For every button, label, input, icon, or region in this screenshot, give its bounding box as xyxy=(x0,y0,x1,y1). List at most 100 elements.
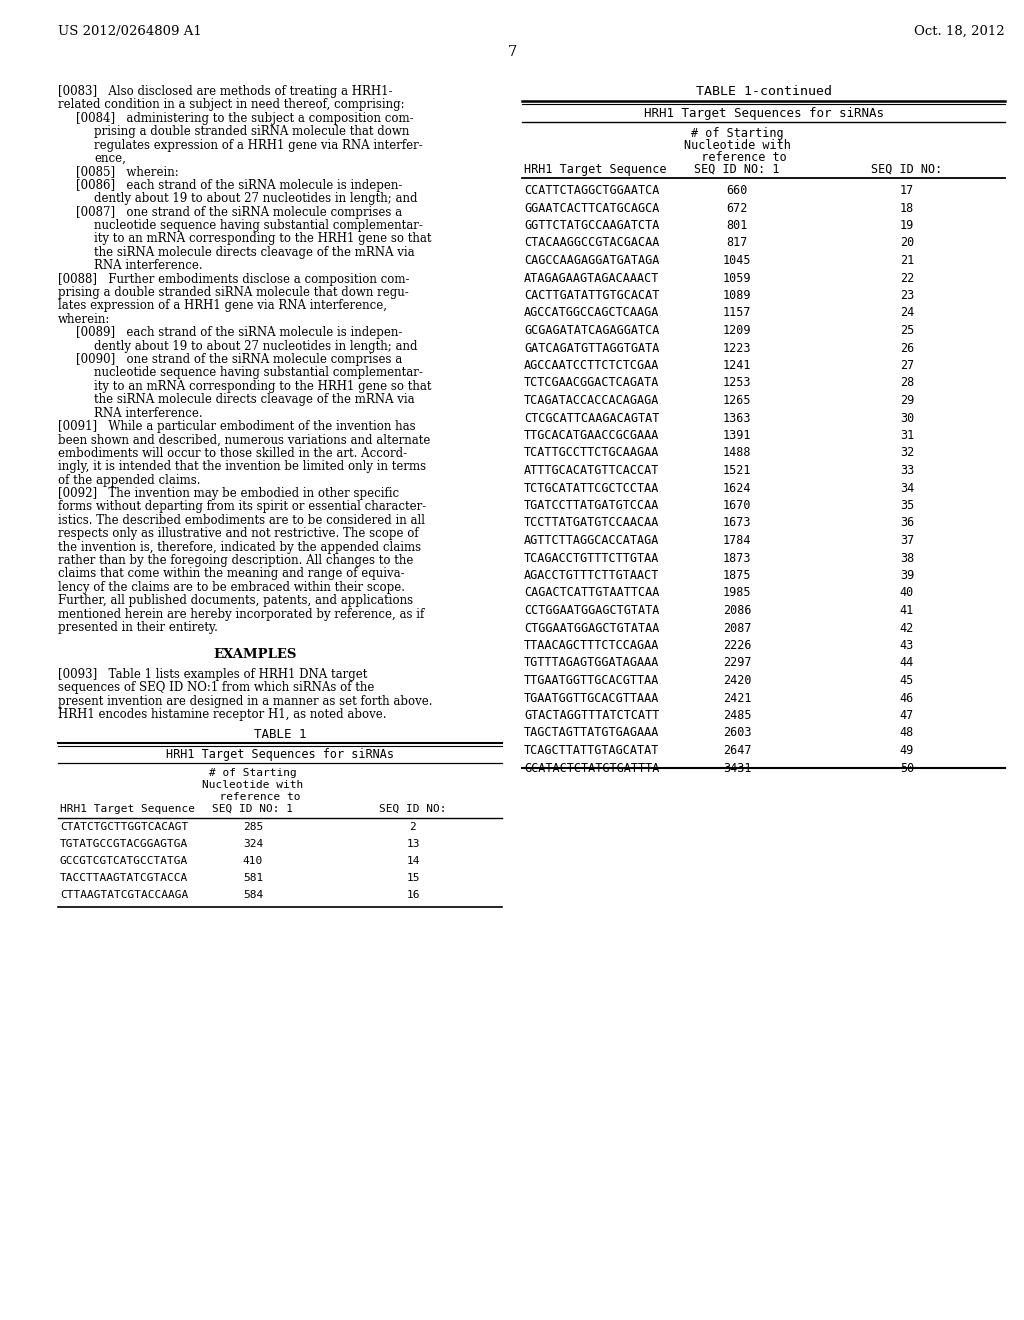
Text: 581: 581 xyxy=(243,874,263,883)
Text: 1241: 1241 xyxy=(723,359,752,372)
Text: [0085]   wherein:: [0085] wherein: xyxy=(76,165,179,178)
Text: 14: 14 xyxy=(407,857,420,866)
Text: HRH1 Target Sequence: HRH1 Target Sequence xyxy=(60,804,195,814)
Text: 41: 41 xyxy=(900,605,914,616)
Text: reference to: reference to xyxy=(687,150,786,164)
Text: AGCCATGGCCAGCTCAAGA: AGCCATGGCCAGCTCAAGA xyxy=(524,306,659,319)
Text: 30: 30 xyxy=(900,412,914,425)
Text: 1873: 1873 xyxy=(723,552,752,565)
Text: istics. The described embodiments are to be considered in all: istics. The described embodiments are to… xyxy=(58,513,425,527)
Text: CTTAAGTATCGTACCAAGA: CTTAAGTATCGTACCAAGA xyxy=(60,890,188,900)
Text: the siRNA molecule directs cleavage of the mRNA via: the siRNA molecule directs cleavage of t… xyxy=(94,246,415,259)
Text: 2: 2 xyxy=(410,822,417,832)
Text: 38: 38 xyxy=(900,552,914,565)
Text: Oct. 18, 2012: Oct. 18, 2012 xyxy=(914,25,1005,38)
Text: 47: 47 xyxy=(900,709,914,722)
Text: CTGGAATGGAGCTGTATAA: CTGGAATGGAGCTGTATAA xyxy=(524,622,659,635)
Text: 48: 48 xyxy=(900,726,914,739)
Text: 25: 25 xyxy=(900,323,914,337)
Text: dently about 19 to about 27 nucleotides in length; and: dently about 19 to about 27 nucleotides … xyxy=(94,193,418,205)
Text: 1363: 1363 xyxy=(723,412,752,425)
Text: 28: 28 xyxy=(900,376,914,389)
Text: of the appended claims.: of the appended claims. xyxy=(58,474,201,487)
Text: 36: 36 xyxy=(900,516,914,529)
Text: 13: 13 xyxy=(407,840,420,849)
Text: 22: 22 xyxy=(900,272,914,285)
Text: 1875: 1875 xyxy=(723,569,752,582)
Text: TCAGATACCACCACAGAGA: TCAGATACCACCACAGAGA xyxy=(524,393,659,407)
Text: prising a double stranded siRNA molecule that down: prising a double stranded siRNA molecule… xyxy=(94,125,410,139)
Text: claims that come within the meaning and range of equiva-: claims that come within the meaning and … xyxy=(58,568,404,581)
Text: 1391: 1391 xyxy=(723,429,752,442)
Text: CACTTGATATTGTGCACAT: CACTTGATATTGTGCACAT xyxy=(524,289,659,302)
Text: 801: 801 xyxy=(726,219,748,232)
Text: [0084]   administering to the subject a composition com-: [0084] administering to the subject a co… xyxy=(76,112,414,125)
Text: 1089: 1089 xyxy=(723,289,752,302)
Text: CCATTCTAGGCTGGAATCA: CCATTCTAGGCTGGAATCA xyxy=(524,183,659,197)
Text: TACCTTAAGTATCGTACCA: TACCTTAAGTATCGTACCA xyxy=(60,874,188,883)
Text: AGCCAATCCTTCTCTCGAA: AGCCAATCCTTCTCTCGAA xyxy=(524,359,659,372)
Text: GATCAGATGTTAGGTGATA: GATCAGATGTTAGGTGATA xyxy=(524,342,659,355)
Text: 410: 410 xyxy=(243,857,263,866)
Text: ATTTGCACATGTTCACCAT: ATTTGCACATGTTCACCAT xyxy=(524,465,659,477)
Text: 817: 817 xyxy=(726,236,748,249)
Text: embodiments will occur to those skilled in the art. Accord-: embodiments will occur to those skilled … xyxy=(58,446,408,459)
Text: 2485: 2485 xyxy=(723,709,752,722)
Text: lency of the claims are to be embraced within their scope.: lency of the claims are to be embraced w… xyxy=(58,581,406,594)
Text: 1673: 1673 xyxy=(723,516,752,529)
Text: HRH1 Target Sequence: HRH1 Target Sequence xyxy=(524,162,667,176)
Text: Nucleotide with: Nucleotide with xyxy=(203,780,304,791)
Text: HRH1 encodes histamine receptor H1, as noted above.: HRH1 encodes histamine receptor H1, as n… xyxy=(58,708,386,721)
Text: 32: 32 xyxy=(900,446,914,459)
Text: 2421: 2421 xyxy=(723,692,752,705)
Text: [0091]   While a particular embodiment of the invention has: [0091] While a particular embodiment of … xyxy=(58,420,416,433)
Text: TCAGCTTATTGTAGCATAT: TCAGCTTATTGTAGCATAT xyxy=(524,744,659,756)
Text: 1209: 1209 xyxy=(723,323,752,337)
Text: SEQ ID NO:: SEQ ID NO: xyxy=(871,162,943,176)
Text: rather than by the foregoing description. All changes to the: rather than by the foregoing description… xyxy=(58,554,414,568)
Text: GGAATCACTTCATGCAGCA: GGAATCACTTCATGCAGCA xyxy=(524,202,659,214)
Text: 3431: 3431 xyxy=(723,762,752,775)
Text: 2087: 2087 xyxy=(723,622,752,635)
Text: [0092]   The invention may be embodied in other specific: [0092] The invention may be embodied in … xyxy=(58,487,399,500)
Text: nucleotide sequence having substantial complementar-: nucleotide sequence having substantial c… xyxy=(94,367,423,379)
Text: [0090]   one strand of the siRNA molecule comprises a: [0090] one strand of the siRNA molecule … xyxy=(76,352,402,366)
Text: 34: 34 xyxy=(900,482,914,495)
Text: Nucleotide with: Nucleotide with xyxy=(684,139,791,152)
Text: ence,: ence, xyxy=(94,152,126,165)
Text: 35: 35 xyxy=(900,499,914,512)
Text: 49: 49 xyxy=(900,744,914,756)
Text: [0093]   Table 1 lists examples of HRH1 DNA target: [0093] Table 1 lists examples of HRH1 DN… xyxy=(58,668,368,681)
Text: 1157: 1157 xyxy=(723,306,752,319)
Text: TAGCTAGTTATGTGAGAAA: TAGCTAGTTATGTGAGAAA xyxy=(524,726,659,739)
Text: 21: 21 xyxy=(900,253,914,267)
Text: 15: 15 xyxy=(407,874,420,883)
Text: ity to an mRNA corresponding to the HRH1 gene so that: ity to an mRNA corresponding to the HRH1… xyxy=(94,232,431,246)
Text: ingly, it is intended that the invention be limited only in terms: ingly, it is intended that the invention… xyxy=(58,461,426,473)
Text: the invention is, therefore, indicated by the appended claims: the invention is, therefore, indicated b… xyxy=(58,541,421,553)
Text: TTGAATGGTTGCACGTTAA: TTGAATGGTTGCACGTTAA xyxy=(524,675,659,686)
Text: 39: 39 xyxy=(900,569,914,582)
Text: present invention are designed in a manner as set forth above.: present invention are designed in a mann… xyxy=(58,694,432,708)
Text: related condition in a subject in need thereof, comprising:: related condition in a subject in need t… xyxy=(58,99,404,111)
Text: Further, all published documents, patents, and applications: Further, all published documents, patent… xyxy=(58,594,413,607)
Text: TGTATGCCGTACGGAGTGA: TGTATGCCGTACGGAGTGA xyxy=(60,840,188,849)
Text: sequences of SEQ ID NO:1 from which siRNAs of the: sequences of SEQ ID NO:1 from which siRN… xyxy=(58,681,375,694)
Text: forms without departing from its spirit or essential character-: forms without departing from its spirit … xyxy=(58,500,426,513)
Text: 2297: 2297 xyxy=(723,656,752,669)
Text: 50: 50 xyxy=(900,762,914,775)
Text: the siRNA molecule directs cleavage of the mRNA via: the siRNA molecule directs cleavage of t… xyxy=(94,393,415,407)
Text: 1265: 1265 xyxy=(723,393,752,407)
Text: 285: 285 xyxy=(243,822,263,832)
Text: 17: 17 xyxy=(900,183,914,197)
Text: 2226: 2226 xyxy=(723,639,752,652)
Text: CAGACTCATTGTAATTCAA: CAGACTCATTGTAATTCAA xyxy=(524,586,659,599)
Text: 2420: 2420 xyxy=(723,675,752,686)
Text: CCTGGAATGGAGCTGTATA: CCTGGAATGGAGCTGTATA xyxy=(524,605,659,616)
Text: [0087]   one strand of the siRNA molecule comprises a: [0087] one strand of the siRNA molecule … xyxy=(76,206,402,219)
Text: TTAACAGCTTTCTCCAGAA: TTAACAGCTTTCTCCAGAA xyxy=(524,639,659,652)
Text: 2603: 2603 xyxy=(723,726,752,739)
Text: 1488: 1488 xyxy=(723,446,752,459)
Text: TGATCCTTATGATGTCCAA: TGATCCTTATGATGTCCAA xyxy=(524,499,659,512)
Text: 29: 29 xyxy=(900,393,914,407)
